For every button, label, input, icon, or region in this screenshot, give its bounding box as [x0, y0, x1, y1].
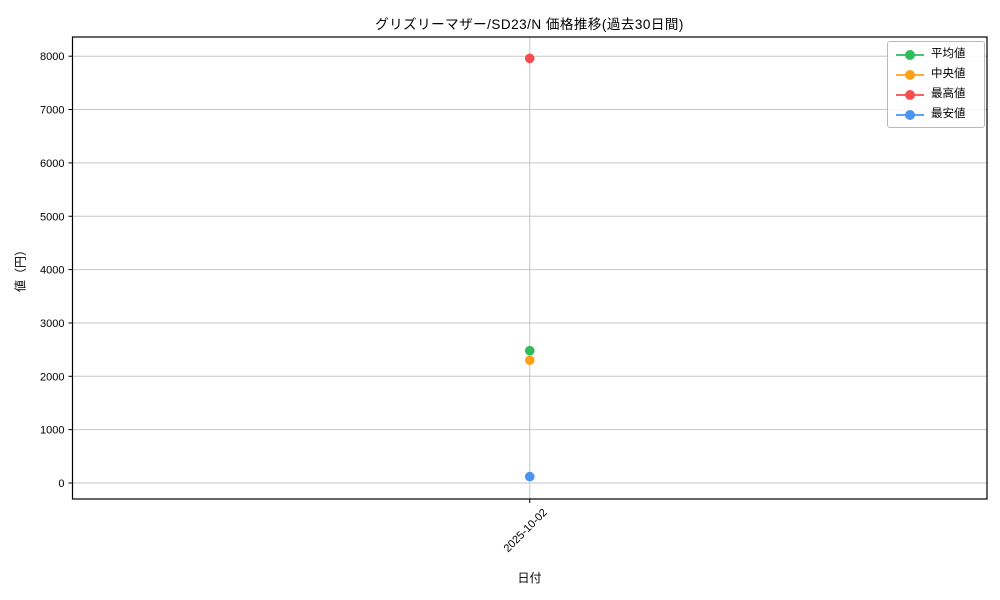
y-tick-label: 2000	[40, 371, 64, 383]
data-point-最高値	[524, 53, 535, 64]
y-tick-label: 8000	[40, 51, 64, 63]
x-tick-label: 2025-10-02	[502, 507, 550, 555]
legend-item-2: 最高値	[895, 88, 976, 101]
legend-label: 平均値	[931, 48, 966, 60]
legend-marker-icon	[896, 89, 924, 100]
legend-label: 最安値	[931, 108, 966, 120]
y-tick-label: 6000	[40, 158, 64, 170]
data-point-中央値	[524, 355, 535, 366]
data-point-最安値	[524, 471, 535, 482]
y-tick-label: 5000	[40, 211, 64, 223]
legend-marker-icon	[896, 49, 924, 60]
legend-item-1: 中央値	[895, 68, 976, 81]
legend-marker-icon	[896, 109, 924, 120]
chart-title: グリズリーマザー/SD23/N 価格推移(過去30日間)	[375, 17, 684, 32]
data-point-平均値	[524, 345, 535, 356]
legend-marker-icon	[896, 69, 924, 80]
y-tick-label: 0	[58, 478, 64, 490]
x-axis-label: 日付	[517, 571, 542, 585]
y-tick-label: 7000	[40, 105, 64, 117]
y-tick-label: 4000	[40, 265, 64, 277]
y-axis-label: 値（円）	[13, 243, 28, 293]
y-tick-label: 3000	[40, 318, 64, 330]
legend-label: 最高値	[931, 88, 966, 100]
legend-item-3: 最安値	[895, 108, 976, 121]
legend: 平均値中央値最高値最安値	[887, 41, 985, 128]
y-tick-label: 1000	[40, 425, 64, 437]
legend-label: 中央値	[931, 68, 966, 80]
legend-item-0: 平均値	[895, 48, 976, 61]
